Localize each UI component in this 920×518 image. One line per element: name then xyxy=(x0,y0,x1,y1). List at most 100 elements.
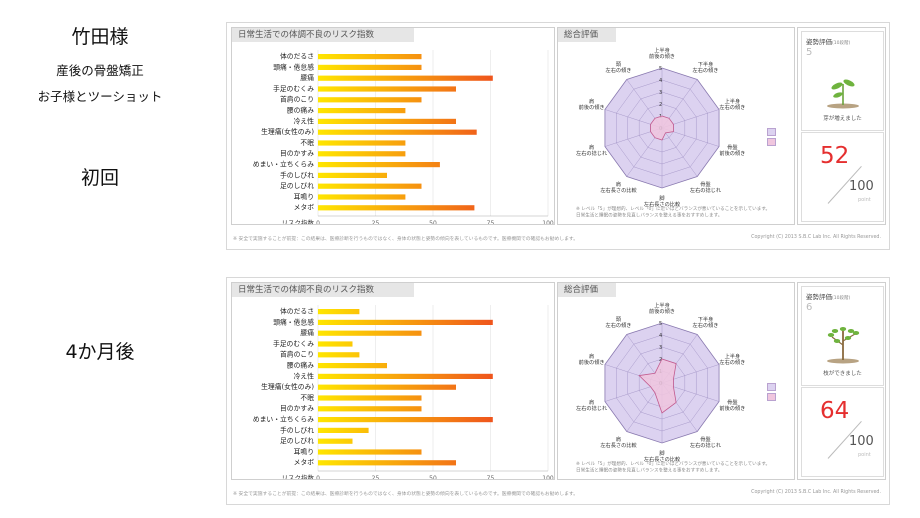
risk-bar xyxy=(318,140,406,146)
category-label: メタボ xyxy=(294,458,315,467)
radar-axis-label: 肩左右の捻じれ xyxy=(576,143,608,157)
risk-bar xyxy=(318,460,456,466)
radar-spoke xyxy=(661,127,698,177)
x-tick-label: 100 xyxy=(542,475,554,479)
category-label: 足のしびれ xyxy=(280,437,314,445)
category-label: 生理痛(女性のみ) xyxy=(261,382,314,391)
posture-title-text: 姿勢評価 xyxy=(806,293,832,301)
copyright: Copyright (C) 2013 S.B.C Lab Inc. All Ri… xyxy=(751,490,881,495)
x-tick-label: 50 xyxy=(429,475,437,479)
overall-evaluation-section: 総合評価012345上半身前後の傾き下半身左右の傾き上半身左右の傾き骨盤前後の傾… xyxy=(557,282,795,480)
radar-level-label: 5 xyxy=(659,66,662,72)
posture-score: 64 xyxy=(820,398,850,424)
posture-title-text: 姿勢評価 xyxy=(806,38,832,46)
radar-axis-label: 肩左右長さの比較 xyxy=(600,435,637,449)
x-axis-label: リスク指数 xyxy=(282,218,315,224)
sheet-footnote: ※ 安全で実施することが前提：この結果は、医療診断を行うものではなく、身体の状態… xyxy=(233,492,579,497)
category-label: 首肩のこり xyxy=(280,350,314,359)
radar-level-label: 2 xyxy=(659,357,662,363)
posture-title: 姿勢評価(10段階) xyxy=(806,36,850,46)
evaluation-note: ※ レベル「5」が理想的、レベル「0」に近いほどバランスが悪いていることを示して… xyxy=(576,205,770,212)
category-label: 不眠 xyxy=(300,139,314,147)
category-label: 腰の痛み xyxy=(287,361,314,370)
category-label: 首肩のこり xyxy=(280,95,314,104)
risk-bar xyxy=(318,194,406,200)
evaluation-note: 日常生活と睡眠の姿勢を見直しバランスを整える事をおすすめします。 xyxy=(576,212,722,219)
risk-bar xyxy=(318,384,456,390)
category-label: 手のしびれ xyxy=(280,170,314,179)
posture-evaluation-section: 姿勢評価(10段階) 5 芽が増えました 52 100 point xyxy=(797,27,886,225)
posture-score-box: 52 100 point xyxy=(801,132,884,222)
copyright: Copyright (C) 2013 S.B.C Lab Inc. All Ri… xyxy=(751,235,881,240)
radar-chart: 012345上半身前後の傾き下半身左右の傾き上半身左右の傾き骨盤前後の傾き骨盤左… xyxy=(576,46,770,219)
category-label: 手足のむくみ xyxy=(273,339,314,348)
category-label: めまい・立ちくらみ xyxy=(253,160,314,169)
risk-chart-title: 日常生活での体調不良のリスク指数 xyxy=(232,28,414,42)
context-label: お子様とツーショット xyxy=(37,89,163,104)
radar-level-label: 4 xyxy=(659,333,662,339)
x-tick-label: 0 xyxy=(316,475,320,479)
risk-bar xyxy=(318,97,422,103)
radar-axis-label: 上半身前後の傾き xyxy=(649,301,675,315)
report-sheet: 日常生活での体調不良のリスク指数 0 25 50 75 100 体のだるさ 頭痛・倦怠感 腰痛手… xyxy=(226,22,890,250)
evaluation-note: ※ レベル「5」が理想的、レベル「0」に近いほどバランスが悪いていることを示して… xyxy=(576,460,770,467)
posture-level-box: 姿勢評価(10段階) 6 枝ができました xyxy=(801,286,884,386)
radar-axis-label: 上半身左右の傾き xyxy=(719,352,745,366)
category-label: 耳鳴り xyxy=(294,192,314,201)
radar-axis-label: 上半身前後の傾き xyxy=(649,46,675,60)
client-name: 竹田様 xyxy=(71,26,129,48)
risk-bar xyxy=(318,341,353,347)
risk-bar xyxy=(318,363,387,369)
posture-title: 姿勢評価(10段階) xyxy=(806,291,850,301)
legend-swatch xyxy=(767,128,776,136)
radar-value-area xyxy=(650,115,674,141)
risk-bar xyxy=(318,417,493,423)
radar-axis-label: 下半身左右の傾き xyxy=(693,60,719,74)
risk-bar xyxy=(318,352,360,358)
category-label: 耳鳴り xyxy=(294,447,314,456)
radar-axis-label: 脚左右長さの比較 xyxy=(644,449,681,463)
risk-bar xyxy=(318,118,456,124)
category-label: 腰痛 xyxy=(300,328,314,337)
risk-bar xyxy=(318,427,369,433)
risk-bar xyxy=(318,86,456,92)
posture-message: 枝ができました xyxy=(823,371,862,377)
x-tick-label: 100 xyxy=(542,220,554,224)
posture-score: 52 xyxy=(820,143,850,169)
risk-bar xyxy=(318,373,493,379)
risk-bar xyxy=(318,162,440,168)
risk-bar xyxy=(318,449,422,455)
posture-level: 6 xyxy=(806,302,813,313)
legend-swatch xyxy=(767,138,776,146)
category-label: 手のしびれ xyxy=(280,425,314,434)
category-label: 冷え性 xyxy=(294,371,315,380)
category-label: 頭痛・倦怠感 xyxy=(273,317,314,326)
service-label: 産後の骨盤矯正 xyxy=(56,63,144,78)
score-total: 100 xyxy=(849,179,874,194)
risk-bar xyxy=(318,309,360,315)
row-label-first: 初回 xyxy=(80,167,119,189)
category-label: 体のだるさ xyxy=(280,52,314,61)
radar-level-label: 4 xyxy=(659,78,662,84)
x-tick-label: 75 xyxy=(487,475,495,479)
radar-axis-label: 頭左右の傾き xyxy=(606,316,632,329)
legend-swatch xyxy=(767,383,776,391)
risk-bar xyxy=(318,75,493,81)
radar-axis-label: 肩左右長さの比較 xyxy=(600,180,637,194)
category-label: 頭痛・倦怠感 xyxy=(273,62,314,71)
radar-axis-label: 肩前後の傾き xyxy=(579,97,605,111)
radar-axis-label: 骨盤左右の捻じれ xyxy=(690,435,722,449)
radar-axis-label: 頭左右の傾き xyxy=(606,61,632,74)
overall-evaluation-title: 総合評価 xyxy=(558,28,616,42)
row-label-after: 4か月後 xyxy=(65,341,135,363)
risk-bar xyxy=(318,395,422,401)
category-label: 体のだるさ xyxy=(280,307,314,316)
category-label: 不眠 xyxy=(300,394,314,402)
x-tick-label: 25 xyxy=(372,220,380,224)
x-tick-label: 25 xyxy=(372,475,380,479)
overall-evaluation-title: 総合評価 xyxy=(558,283,616,297)
legend-swatch xyxy=(767,393,776,401)
category-label: 目のかすみ xyxy=(280,150,314,158)
category-label: 冷え性 xyxy=(294,116,315,125)
radar-level-label: 3 xyxy=(659,90,662,96)
